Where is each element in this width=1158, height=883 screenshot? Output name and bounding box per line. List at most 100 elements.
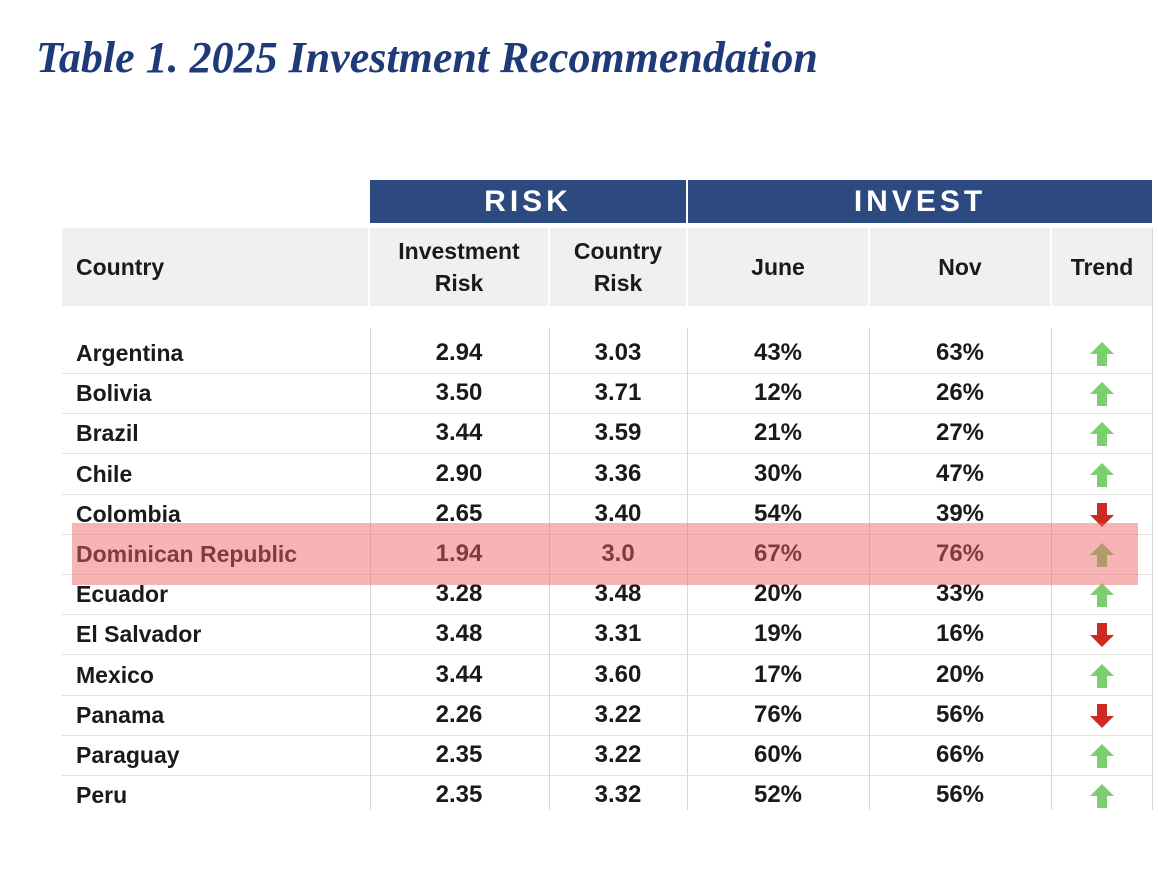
cell-country: Ecuador	[76, 581, 169, 607]
column-header-investment-risk: Investment Risk	[370, 228, 548, 306]
table-row: Bolivia 3.50 3.71 12% 26%	[0, 373, 1158, 413]
column-divider	[1051, 328, 1052, 810]
column-header-june: June	[688, 228, 868, 306]
cell-nov: 47%	[935, 460, 985, 487]
cell-june: 19%	[753, 620, 803, 647]
cell-investment-risk: 3.48	[435, 620, 483, 647]
cell-nov: 16%	[935, 620, 985, 647]
table-row: Ecuador 3.28 3.48 20% 33%	[0, 574, 1158, 614]
table-row: Chile 2.90 3.36 30% 47%	[0, 454, 1158, 494]
cell-nov: 27%	[935, 419, 985, 446]
cell-nov: 33%	[935, 580, 985, 607]
column-divider	[869, 328, 870, 810]
row-divider	[62, 453, 1152, 454]
cell-country: Chile	[76, 461, 133, 487]
column-divider	[549, 328, 550, 810]
cell-investment-risk: 3.28	[435, 580, 483, 607]
cell-country-risk: 3.59	[594, 419, 642, 446]
group-header-risk: RISK	[370, 180, 686, 223]
table-row: Dominican Republic 1.94 3.0 67% 76%	[0, 534, 1158, 574]
column-divider	[370, 328, 371, 810]
cell-june: 67%	[753, 540, 803, 567]
cell-country-risk: 3.0	[601, 540, 635, 567]
trend-up-arrow-icon	[1090, 784, 1114, 808]
table-row: Panama 2.26 3.22 76% 56%	[0, 695, 1158, 735]
cell-investment-risk: 2.35	[435, 781, 483, 808]
column-header-country-risk: Country Risk	[550, 228, 686, 306]
cell-country: Brazil	[76, 420, 139, 446]
cell-june: 20%	[753, 580, 803, 607]
cell-june: 43%	[753, 339, 803, 366]
cell-country: Colombia	[76, 501, 181, 527]
trend-up-arrow-icon	[1090, 543, 1114, 567]
cell-nov: 56%	[935, 701, 985, 728]
column-header-investment-risk-line1: Investment	[398, 238, 520, 264]
cell-june: 52%	[753, 781, 803, 808]
band-edge	[1152, 180, 1158, 223]
table-row: Colombia 2.65 3.40 54% 39%	[0, 494, 1158, 534]
cell-june: 54%	[753, 500, 803, 527]
row-divider	[62, 413, 1152, 414]
trend-up-arrow-icon	[1090, 664, 1114, 688]
row-divider	[62, 574, 1152, 575]
cell-country: Argentina	[76, 340, 184, 366]
cell-nov: 39%	[935, 500, 985, 527]
column-header-country: Country	[62, 228, 368, 306]
cell-nov: 56%	[935, 781, 985, 808]
column-header-country-label: Country	[76, 254, 165, 280]
cell-country: El Salvador	[76, 621, 202, 647]
trend-down-arrow-icon	[1090, 503, 1114, 527]
cell-country: Paraguay	[76, 742, 180, 768]
cell-country-risk: 3.36	[594, 460, 642, 487]
cell-country: Peru	[76, 782, 128, 808]
cell-investment-risk: 3.44	[435, 661, 483, 688]
cell-investment-risk: 3.44	[435, 419, 483, 446]
cell-country: Mexico	[76, 662, 154, 688]
trend-up-arrow-icon	[1090, 342, 1114, 366]
row-divider	[62, 614, 1152, 615]
cell-country: Dominican Republic	[76, 541, 298, 567]
cell-nov: 20%	[935, 661, 985, 688]
table-row: Paraguay 2.35 3.22 60% 66%	[0, 735, 1158, 775]
cell-nov: 66%	[935, 741, 985, 768]
column-header-trend-label: Trend	[1070, 254, 1134, 280]
cell-country-risk: 3.31	[594, 620, 642, 647]
cell-investment-risk: 2.65	[435, 500, 483, 527]
row-divider	[62, 695, 1152, 696]
cell-june: 30%	[753, 460, 803, 487]
row-divider	[62, 775, 1152, 776]
cell-country-risk: 3.22	[594, 741, 642, 768]
cell-country-risk: 3.40	[594, 500, 642, 527]
table-row: Argentina 2.94 3.03 43% 63%	[0, 333, 1158, 373]
table-row: Brazil 3.44 3.59 21% 27%	[0, 413, 1158, 453]
trend-up-arrow-icon	[1090, 422, 1114, 446]
column-header-trend: Trend	[1052, 228, 1152, 306]
cell-country: Panama	[76, 702, 165, 728]
cell-country-risk: 3.22	[594, 701, 642, 728]
cell-investment-risk: 3.50	[435, 379, 483, 406]
cell-june: 12%	[753, 379, 803, 406]
trend-up-arrow-icon	[1090, 744, 1114, 768]
table-row: El Salvador 3.48 3.31 19% 16%	[0, 614, 1158, 654]
trend-down-arrow-icon	[1090, 623, 1114, 647]
cell-nov: 76%	[935, 540, 985, 567]
cell-investment-risk: 2.90	[435, 460, 483, 487]
cell-june: 60%	[753, 741, 803, 768]
cell-investment-risk: 2.26	[435, 701, 483, 728]
column-header-investment-risk-line2: Risk	[434, 270, 484, 296]
trend-up-arrow-icon	[1090, 583, 1114, 607]
trend-up-arrow-icon	[1090, 463, 1114, 487]
table-row: Mexico 3.44 3.60 17% 20%	[0, 655, 1158, 695]
column-header-june-label: June	[751, 254, 805, 280]
column-header-nov-label: Nov	[938, 254, 982, 280]
cell-country-risk: 3.60	[594, 661, 642, 688]
column-header-nov: Nov	[870, 228, 1050, 306]
cell-country-risk: 3.32	[594, 781, 642, 808]
column-header-country-risk-line2: Risk	[593, 270, 643, 296]
cell-country-risk: 3.48	[594, 580, 642, 607]
cell-country: Bolivia	[76, 380, 152, 406]
row-divider	[62, 735, 1152, 736]
row-divider	[62, 534, 1152, 535]
trend-down-arrow-icon	[1090, 704, 1114, 728]
cell-june: 17%	[753, 661, 803, 688]
